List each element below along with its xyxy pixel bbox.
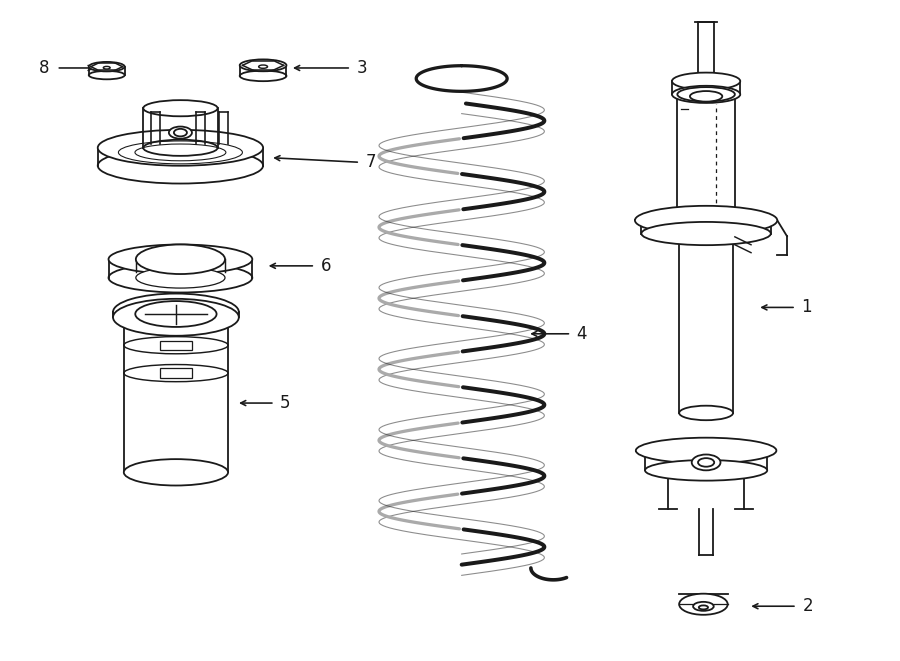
Text: 4: 4 (577, 325, 587, 343)
Ellipse shape (678, 87, 735, 102)
Ellipse shape (693, 602, 714, 611)
Ellipse shape (109, 245, 252, 274)
Ellipse shape (672, 73, 741, 90)
Text: 6: 6 (320, 257, 331, 275)
Ellipse shape (135, 301, 217, 327)
FancyBboxPatch shape (159, 368, 192, 377)
Ellipse shape (258, 65, 267, 68)
Text: 5: 5 (280, 394, 291, 412)
Ellipse shape (692, 455, 721, 471)
Text: 8: 8 (39, 59, 50, 77)
Text: 3: 3 (356, 59, 367, 77)
Ellipse shape (143, 139, 218, 156)
Ellipse shape (169, 126, 192, 139)
Ellipse shape (642, 222, 770, 245)
Ellipse shape (680, 406, 734, 420)
Ellipse shape (635, 438, 777, 463)
Ellipse shape (89, 71, 125, 79)
Ellipse shape (698, 605, 708, 609)
FancyBboxPatch shape (159, 340, 192, 350)
Ellipse shape (89, 62, 125, 71)
Ellipse shape (143, 100, 218, 116)
Ellipse shape (104, 66, 110, 69)
Ellipse shape (680, 594, 728, 615)
Ellipse shape (98, 130, 263, 166)
Ellipse shape (239, 59, 286, 71)
Text: 7: 7 (365, 153, 376, 171)
Text: 2: 2 (802, 598, 813, 615)
Ellipse shape (645, 460, 767, 481)
Ellipse shape (672, 86, 741, 103)
Ellipse shape (113, 299, 238, 336)
Ellipse shape (136, 245, 225, 274)
Ellipse shape (136, 268, 225, 288)
Ellipse shape (124, 459, 228, 486)
Ellipse shape (690, 91, 723, 102)
Ellipse shape (113, 293, 238, 330)
Ellipse shape (109, 263, 252, 293)
Ellipse shape (634, 206, 778, 235)
Ellipse shape (698, 458, 715, 467)
Text: 1: 1 (801, 298, 812, 317)
Ellipse shape (239, 71, 286, 81)
Ellipse shape (98, 147, 263, 184)
Ellipse shape (174, 129, 187, 136)
